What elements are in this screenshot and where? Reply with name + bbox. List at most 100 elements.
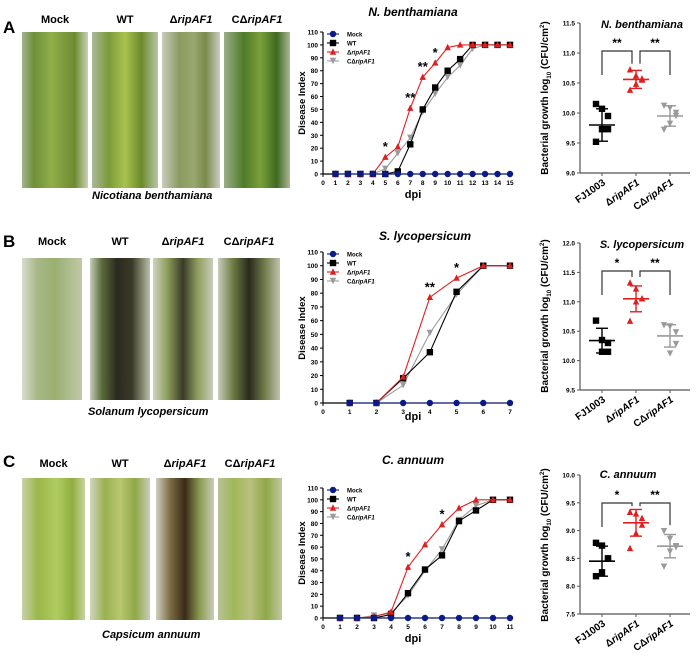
stem-photo-c-wt [90, 478, 150, 620]
y-tick-label: 80 [311, 521, 319, 528]
data-point-circle [332, 170, 339, 178]
data-point-square [592, 539, 600, 547]
y-axis-label-part: 2 [540, 24, 546, 28]
x-tick-label: 7 [508, 409, 512, 416]
y-tick-label: 110 [308, 250, 319, 257]
y-axis-label-part: 10 [547, 71, 553, 78]
y-tick-label: 10 [311, 604, 319, 611]
y-tick-label: 90 [311, 55, 319, 62]
y-tick-label: 110 [308, 30, 319, 37]
legend-marker [329, 30, 337, 38]
y-tick-label: 9.5 [566, 500, 575, 507]
x-tick-label: 3 [401, 409, 405, 416]
photo-label-prefix: WT [111, 458, 129, 470]
label-italic: ripAF1 [351, 271, 371, 277]
stem-photo-b-wt [90, 258, 150, 400]
significance-mark: * [439, 507, 445, 522]
y-tick-label: 90 [311, 509, 319, 516]
photo-label-prefix: Mock [39, 458, 68, 470]
host-caption-c: Capsicum annuum [102, 629, 201, 641]
data-point-circle [399, 399, 407, 407]
x-tick-label: 8 [421, 180, 425, 187]
data-point-circle [494, 170, 501, 178]
data-point-triangle-down [444, 73, 451, 81]
y-tick-label: 0 [314, 401, 318, 408]
y-tick-label: 100 [307, 42, 318, 49]
data-point-square [453, 288, 460, 296]
data-point-triangle [419, 73, 426, 80]
data-point-triangle-down [660, 126, 668, 133]
data-point-triangle [382, 153, 389, 160]
chart-title: N. benthamiana [368, 5, 458, 19]
data-point-triangle-down [660, 527, 668, 535]
photo-label-c-complement: CΔripAF1 [218, 458, 282, 470]
y-tick-label: 30 [311, 580, 319, 587]
significance-mark: ** [405, 90, 416, 105]
x-tick-label: 0 [321, 180, 325, 187]
data-point-square [604, 126, 612, 133]
stem-photo-b-mock [22, 258, 82, 400]
photo-label-prefix: WT [116, 14, 134, 26]
disease-index-chart-2: S. lycopersicum0102030405060708090100110… [297, 229, 514, 423]
y-tick-label: 10.0 [562, 111, 575, 118]
label-italic: ripAF1 [643, 618, 676, 645]
y-axis-label-part: Bacterial growth log [540, 526, 551, 622]
significance-bracket [639, 270, 671, 295]
data-point-square [419, 106, 426, 113]
y-axis-label: Bacterial growth log10 (CFU/cm2) [540, 239, 553, 392]
photo-label-prefix: Mock [37, 236, 67, 248]
data-point-triangle-down [407, 134, 414, 142]
y-tick-label: 50 [311, 556, 319, 563]
data-point-circle [394, 170, 401, 178]
data-point-circle [426, 399, 434, 407]
chart-title: C. annuum [382, 453, 444, 467]
photo-label-c-mutant: ΔripAF1 [156, 458, 214, 470]
x-tick-label: 8 [457, 624, 461, 631]
y-tick-label: 10.5 [562, 81, 575, 88]
x-axis-label: dpi [405, 411, 422, 423]
data-point-circle [336, 614, 344, 622]
y-tick-label: 30 [311, 359, 319, 366]
x-axis-label: dpi [405, 633, 422, 645]
legend-label: WT [347, 262, 357, 268]
x-axis-label: dpi [405, 189, 422, 201]
x-tick-label: 2 [375, 409, 379, 416]
significance-bracket [639, 502, 671, 526]
legend-marker [329, 48, 337, 55]
legend-marker [329, 277, 337, 285]
significance-bracket [601, 502, 633, 527]
x-tick-label: 4 [428, 409, 432, 416]
y-tick-label: 11.0 [563, 51, 576, 58]
data-point-triangle [626, 86, 634, 93]
x-tick-label: 7 [408, 180, 412, 187]
y-tick-label: 90 [311, 277, 319, 284]
x-tick-label: 0 [321, 624, 325, 631]
legend-marker [329, 250, 337, 258]
label-italic: ripAF1 [356, 280, 376, 286]
data-point-triangle [480, 262, 487, 269]
data-point-circle [421, 614, 429, 622]
y-tick-label: 11.0 [563, 299, 576, 306]
data-point-triangle [489, 496, 497, 503]
label-italic: ripAF1 [351, 51, 371, 57]
significance-bracket [601, 270, 633, 295]
data-point-circle [370, 614, 378, 622]
data-point-triangle [438, 520, 446, 528]
x-tick-label: 5 [455, 409, 459, 416]
y-axis-label: Bacterial growth log10 (CFU/cm2) [540, 468, 553, 621]
data-point-triangle [506, 262, 514, 269]
x-tick-label: 1 [348, 409, 352, 416]
x-tick-label: 5 [406, 624, 410, 631]
y-tick-label: 80 [311, 68, 319, 75]
photo-label-c-mock: Mock [22, 458, 85, 470]
x-tick-label: 10 [489, 624, 497, 631]
data-point-triangle [404, 563, 412, 570]
photo-label-italic: ripAF1 [247, 14, 283, 26]
significance-bracket [639, 50, 671, 75]
data-point-square [456, 55, 464, 63]
y-axis-label-part: (CFU/cm [540, 28, 551, 72]
data-point-triangle-down [432, 90, 439, 98]
y-tick-label: 7.5 [566, 612, 575, 619]
data-point-triangle-down [666, 350, 674, 357]
